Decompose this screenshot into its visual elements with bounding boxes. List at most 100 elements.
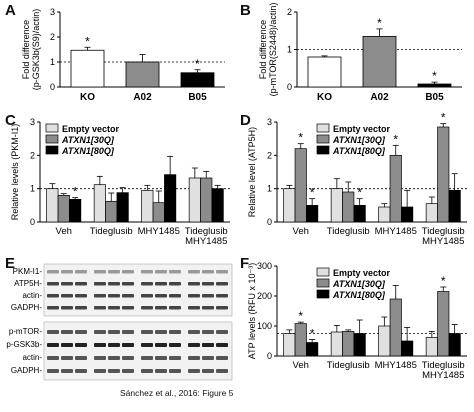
blot-band [155,343,167,347]
blot-band [122,282,134,286]
blot-band [202,330,214,334]
bar [283,188,296,223]
blot-band [155,270,167,274]
x-tick-label: Veh [293,226,309,237]
western-blot: PKM-I1- ATP5H-actin- GADPH-p-mTOR-p-GSK3b-… [2,262,234,382]
bar [307,56,342,88]
blot-band [122,306,134,310]
bar [425,337,438,357]
bar [353,333,366,357]
blot-band [202,369,214,373]
x-tick-label: Veh [293,360,309,371]
blot-band [188,306,200,310]
blot-band [47,294,59,298]
blot-band [94,294,106,298]
blot-band [216,369,228,373]
blot-band [188,330,200,334]
bar [353,204,366,223]
blot-band [108,369,120,373]
significance-mark: * [377,16,382,30]
y-tick-label: 0 [287,82,292,92]
blot-band [75,356,87,360]
legend-swatch [316,278,330,288]
y-tick-label: 100 [257,321,272,331]
significance-mark: * [298,309,303,323]
blot-image: PKM-I1- ATP5H-actin- GADPH-p-mTOR-p-GSK3b-… [6,263,233,381]
y-tick-label: 2 [30,150,35,160]
blot-band [61,294,73,298]
blot-band [216,330,228,334]
blot-band [108,282,120,286]
blot-band [202,294,214,298]
bar [330,331,343,357]
blot-band [47,369,59,373]
blot-band [188,270,200,274]
bar [378,206,391,223]
bar [69,198,82,223]
significance-mark: * [393,132,398,146]
blot-band [47,356,59,360]
blot-band [94,330,106,334]
y-tick-label: 0 [267,351,272,361]
x-tick-label: B05 [425,92,444,103]
x-tick-label: Tideglusib [327,226,370,237]
y-tick-label: 0 [30,217,35,227]
blot-band [61,270,73,274]
bar [211,188,224,223]
bar [105,200,118,223]
significance-mark: * [85,34,90,48]
x-tick-label: MHY1485 [375,360,417,371]
blot-band [47,343,59,347]
bar [389,298,402,357]
significance-mark: * [298,131,303,145]
chart-a: 0 1 2 3 Fold difference(p-GSK3b(S9)/actin) * K… [21,7,225,103]
x-tick-label: Tideglusib [185,226,228,237]
legend-swatch [316,134,330,144]
bar [57,194,70,223]
significance-mark: * [310,327,315,341]
blot-band [94,369,106,373]
bar [448,189,461,223]
blot-band [202,343,214,347]
blot-label: PKM-I1- [13,267,43,276]
bar [342,191,355,223]
x-tick-label: Tideglusib [422,360,465,371]
chart-c: 0 1 2 3 Relative levels (PKM-I1) * Veh Tideglus… [10,117,230,247]
blot-band [216,356,228,360]
bar [141,189,154,223]
blot-band [61,343,73,347]
panel-label-c: C [5,112,16,129]
blot-band [188,343,200,347]
y-axis-label: ATP levels (RFU x 10⁻³) [247,263,257,359]
blot-label: ATP5H- [14,279,42,288]
chart-b: 0 1 2 Fold difference(p-mTOR(S2448)/actin) K… [258,3,462,103]
y-tick-label: 1 [267,184,272,194]
blot-band [169,294,181,298]
blot-band [141,369,153,373]
significance-mark: * [195,57,200,71]
y-axis-label: Relative levels (PKM-I1) [10,124,20,221]
bar [46,188,59,223]
blot-band [94,282,106,286]
blot-band [122,330,134,334]
blot-band [122,356,134,360]
blot-label: actin- [22,291,42,300]
blot-band [122,270,134,274]
blot-band [141,356,153,360]
blot-band [108,294,120,298]
blot-band [122,294,134,298]
legend-label: ATXN1[30Q] [61,135,115,145]
blot-band [75,330,87,334]
blot-band [169,282,181,286]
blot-band [155,306,167,310]
panel-label-f: F [240,255,250,272]
x-tick-label: Veh [56,226,72,237]
blot-band [75,343,87,347]
significance-mark: * [441,111,446,125]
y-tick-label: 200 [257,291,272,301]
legend-label: Empty vector [333,268,391,278]
blot-band [94,270,106,274]
y-axis-label: Fold difference(p-GSK3b(S9)/actin) [21,9,41,91]
y-tick-label: 3 [50,7,55,17]
blot-band [216,294,228,298]
